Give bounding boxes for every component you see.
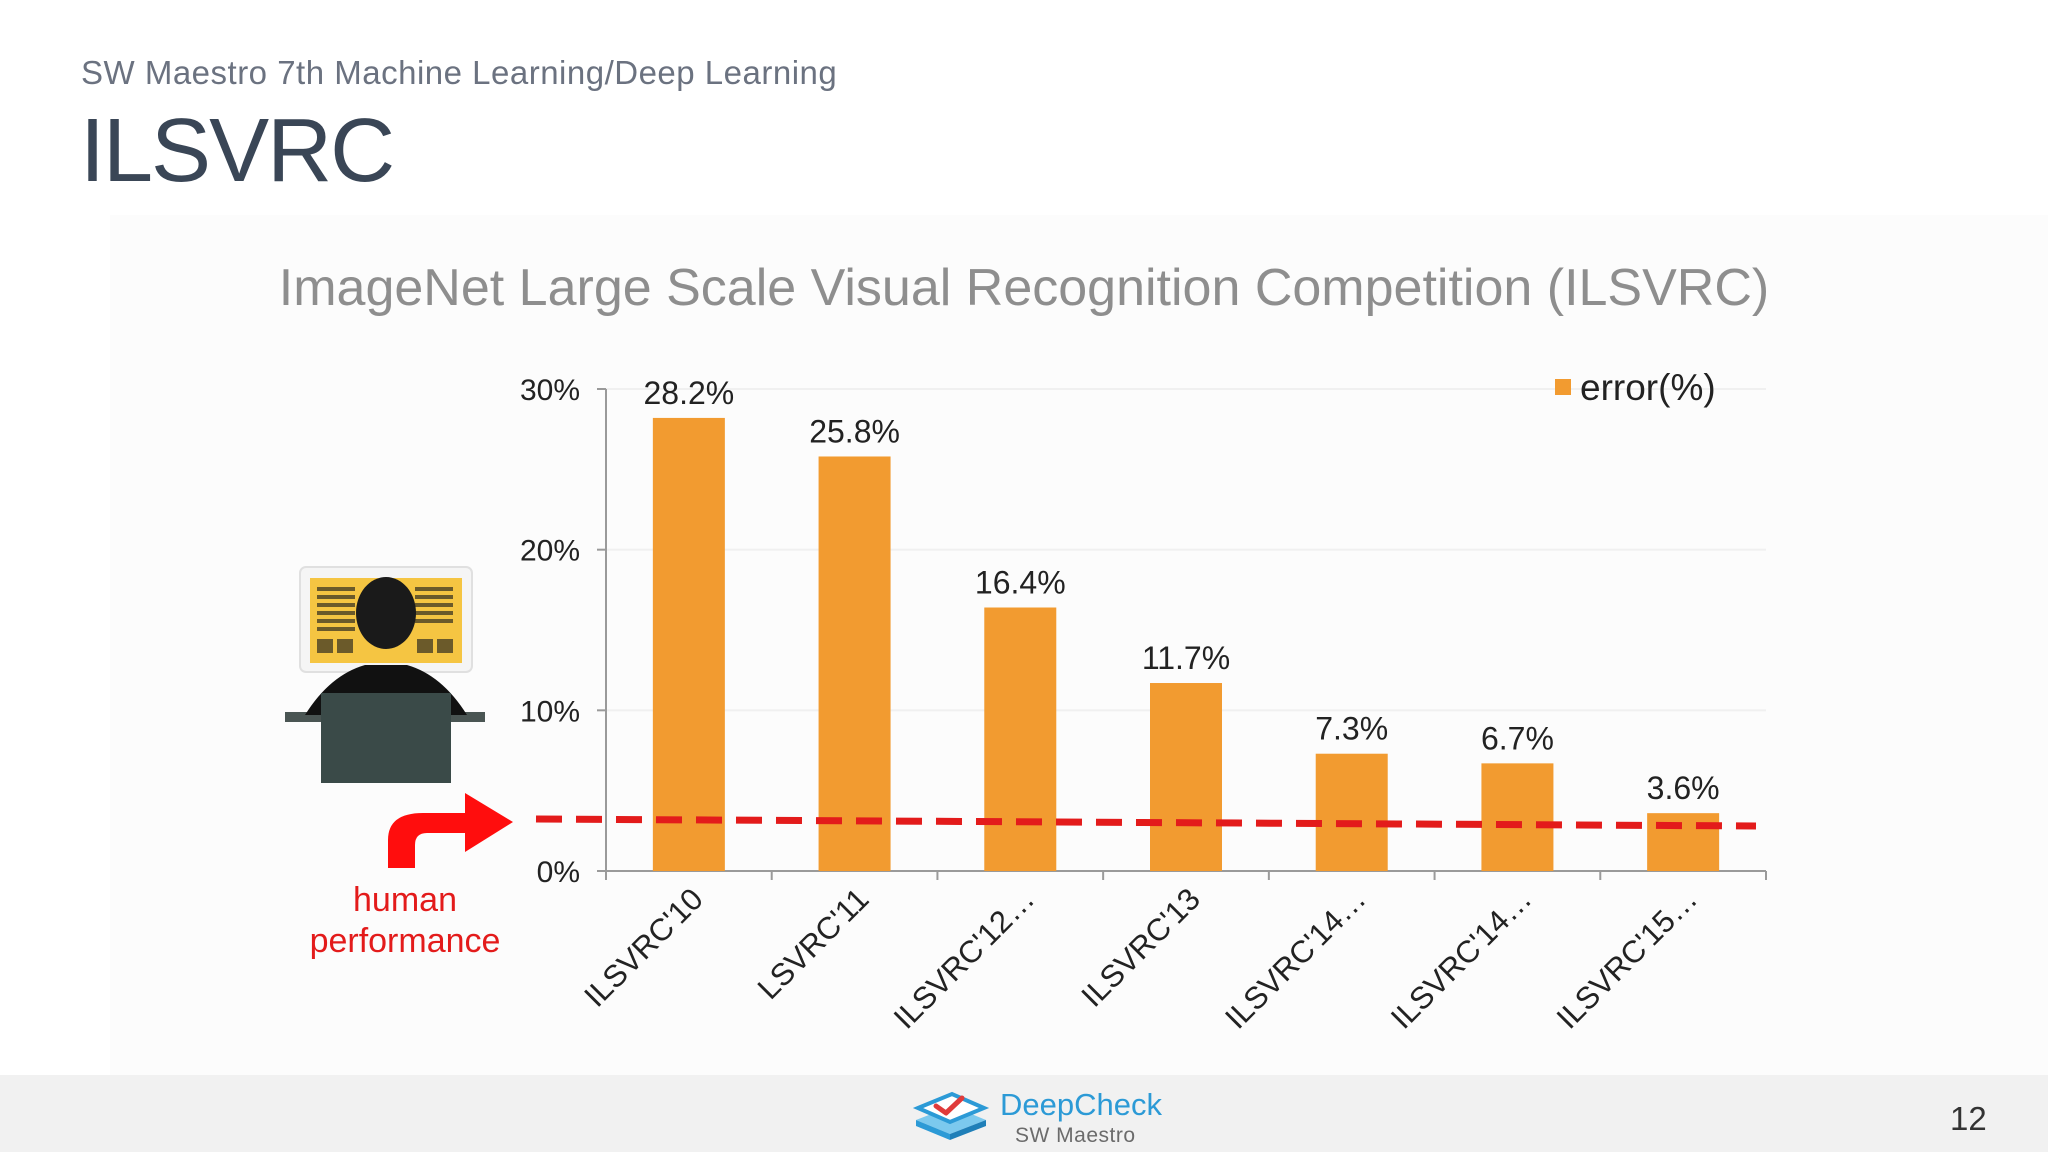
bar: [818, 456, 891, 871]
legend-swatch: [1555, 379, 1571, 395]
x-tick-label: ILSVRC'14…: [1218, 881, 1372, 1035]
x-tick-label: ILSVRC'10: [577, 881, 710, 1014]
data-label: 16.4%: [975, 565, 1066, 601]
human-performance-label: human performance: [309, 881, 501, 960]
bar: [1150, 683, 1222, 871]
legend-label: error(%): [1580, 367, 1716, 408]
data-label: 6.7%: [1481, 720, 1554, 756]
bar: [1481, 763, 1554, 871]
bar: [984, 607, 1057, 871]
bar-chart: 0% 10% 20% 30% 28.2% ILSVRC'10 25.8% LSVRC'11 16…: [520, 367, 1767, 1036]
footer-bar: [0, 1075, 2048, 1152]
y-tick-label: 10%: [520, 695, 580, 728]
x-tick-label: ILSVRC'13: [1074, 881, 1207, 1014]
y-tick-label: 30%: [520, 374, 580, 407]
bar: [1647, 813, 1720, 871]
y-tick-label: 0%: [537, 856, 580, 889]
human-performance-line: [535, 815, 1757, 830]
curved-arrow-icon: [388, 793, 513, 868]
slide-subtitle: SW Maestro 7th Machine Learning/Deep Lea…: [81, 54, 838, 91]
deepcheck-logo-icon: [912, 1091, 990, 1140]
page-number: 12: [1950, 1100, 1987, 1137]
x-tick-label: ILSVRC'14…: [1384, 881, 1538, 1035]
data-label: 11.7%: [1142, 640, 1230, 676]
chart-title: ImageNet Large Scale Visual Recognition …: [278, 259, 1770, 317]
x-tick-label: LSVRC'11: [751, 881, 876, 1006]
data-label: 3.6%: [1647, 770, 1720, 806]
x-tick-label: ILSVRC'15…: [1550, 881, 1704, 1035]
brand-name: DeepCheck: [1000, 1087, 1162, 1122]
bar: [1315, 753, 1388, 871]
person-at-computer-icon: [285, 566, 485, 783]
x-tick-label: ILSVRC'12…: [887, 881, 1041, 1035]
data-label: 28.2%: [643, 375, 734, 411]
data-label: 25.8%: [809, 413, 900, 449]
bar: [652, 417, 725, 871]
slide-title: ILSVRC: [80, 101, 395, 201]
y-tick-label: 20%: [520, 535, 580, 568]
data-label: 7.3%: [1315, 711, 1388, 747]
brand-subtitle: SW Maestro: [1015, 1124, 1136, 1147]
